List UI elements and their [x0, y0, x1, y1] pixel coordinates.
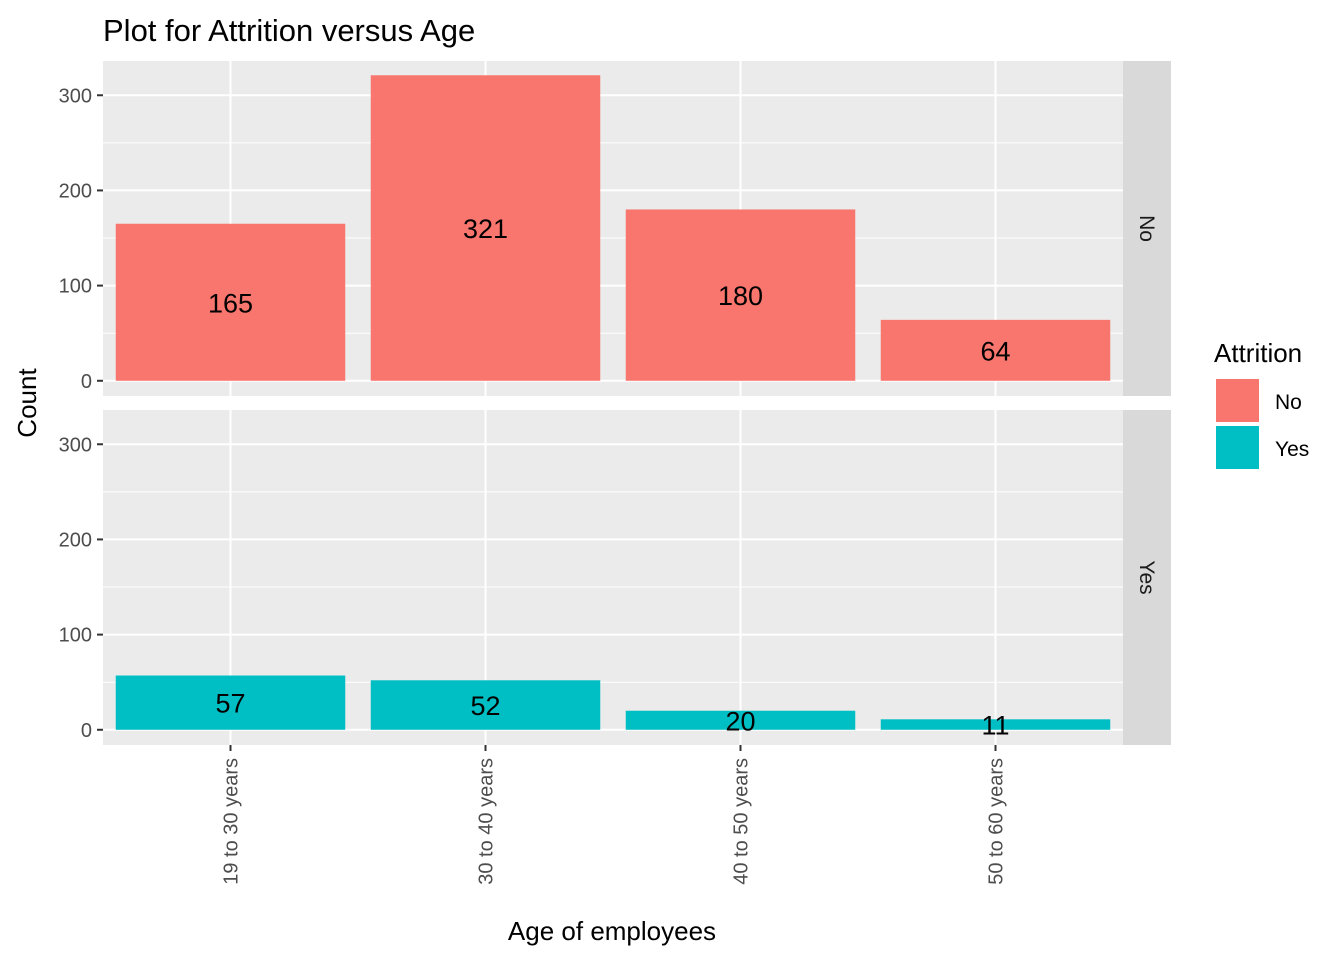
- bar: [370, 75, 601, 381]
- data-label: 165: [208, 288, 253, 318]
- x-tick-label: 30 to 40 years: [476, 758, 498, 885]
- legend-title: Attrition: [1214, 338, 1302, 368]
- y-tick-label: 300: [59, 85, 92, 107]
- chart-title: Plot for Attrition versus Age: [103, 13, 475, 48]
- legend-label: No: [1275, 391, 1302, 414]
- facet-strip-label: No: [1135, 215, 1158, 242]
- legend-entries: No Yes: [1216, 379, 1309, 469]
- legend-swatch: [1216, 379, 1259, 422]
- y-tick-label: 200: [59, 180, 92, 202]
- x-tick-label: 50 to 60 years: [986, 758, 1008, 885]
- bar: [625, 209, 856, 381]
- x-tick-label: 40 to 50 years: [731, 758, 753, 885]
- bar: [370, 680, 601, 730]
- bar: [880, 319, 1111, 381]
- x-axis-title: Age of employees: [508, 916, 716, 946]
- facet-strip: [1123, 61, 1171, 396]
- facet-strip-label: Yes: [1135, 560, 1158, 594]
- y-tick-label: 100: [59, 276, 92, 298]
- facet-panel-yes: 57 52 20 11 0 100 200 300 Yes: [59, 410, 1171, 745]
- bar: [115, 223, 346, 381]
- y-axis-title: Count: [12, 368, 42, 438]
- legend: Attrition No Yes: [1214, 338, 1309, 469]
- facet-panels: 165 321 180 64 0 100 200 300 No 57 52 20 11 0 100 200 30…: [59, 61, 1171, 745]
- y-tick-label: 100: [59, 625, 92, 647]
- data-label: 57: [215, 689, 245, 719]
- data-label: 321: [463, 214, 508, 244]
- y-tick-label: 200: [59, 529, 92, 551]
- bar: [625, 710, 856, 730]
- bar: [880, 719, 1111, 730]
- legend-swatch: [1216, 426, 1259, 469]
- y-tick-label: 0: [81, 371, 92, 393]
- x-tick-label: 19 to 30 years: [221, 758, 243, 885]
- data-label: 20: [725, 706, 755, 736]
- data-label: 180: [718, 281, 763, 311]
- x-axis: 19 to 30 years 30 to 40 years 40 to 50 yea…: [221, 745, 1008, 885]
- facet-panel-no: 165 321 180 64 0 100 200 300 No: [59, 61, 1171, 396]
- y-tick-label: 0: [81, 720, 92, 742]
- data-label: 11: [981, 711, 1009, 741]
- y-tick-label: 300: [59, 434, 92, 456]
- data-label: 64: [980, 336, 1010, 366]
- bar: [115, 675, 346, 730]
- facet-strip: [1123, 410, 1171, 745]
- data-label: 52: [470, 691, 500, 721]
- legend-label: Yes: [1275, 438, 1309, 461]
